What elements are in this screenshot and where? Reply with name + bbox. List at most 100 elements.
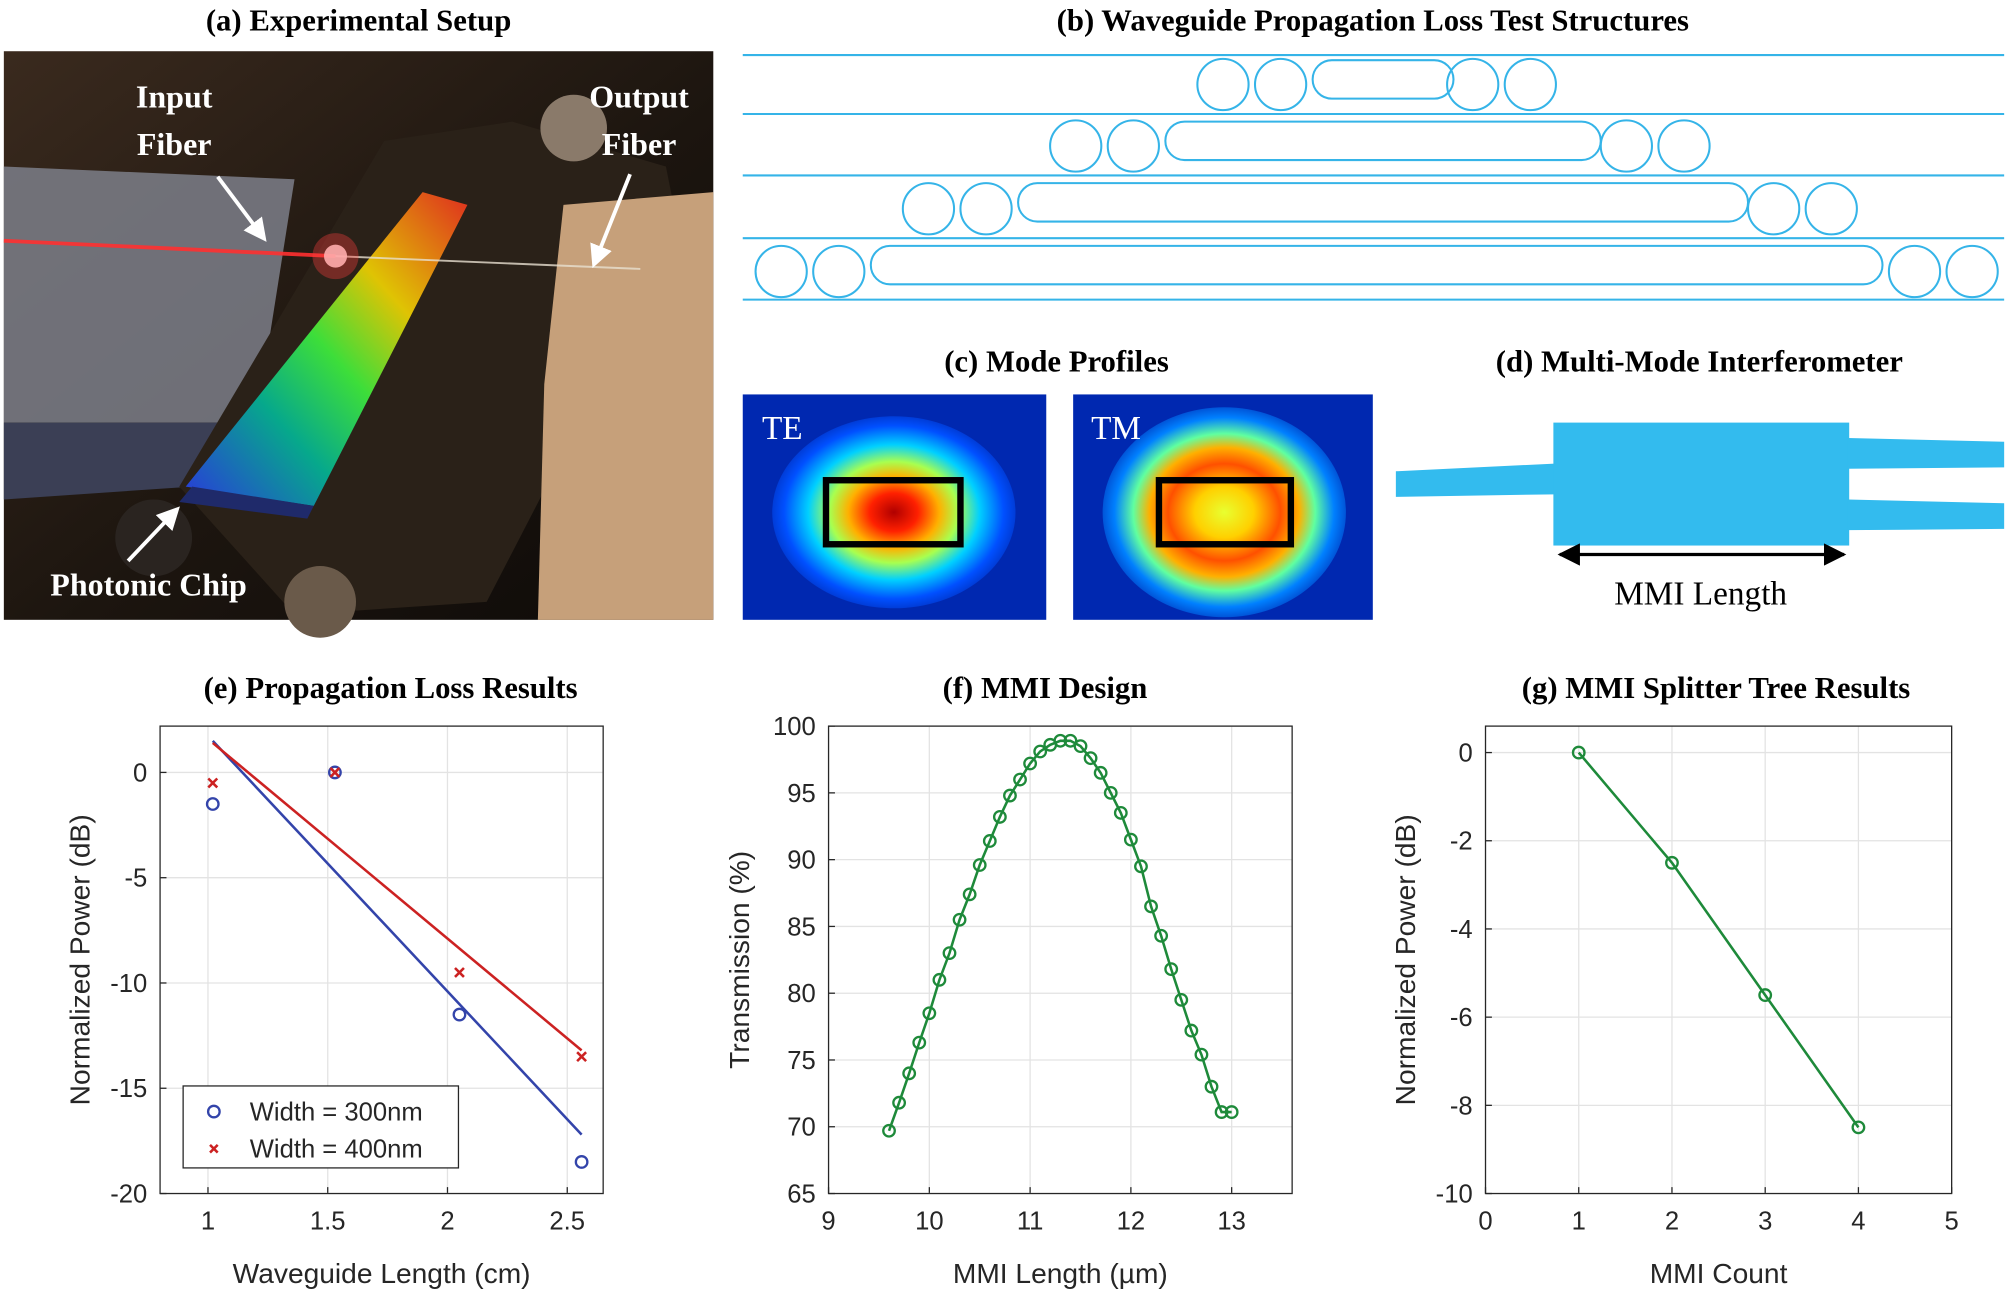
series-line [887,739,1232,1132]
data-point [329,767,341,778]
plot-frame [827,725,1293,1195]
data-point [1003,788,1017,803]
data-point [982,834,997,848]
x-tick-label: 5 [1945,1207,1959,1235]
data-point [1174,992,1189,1007]
data-point [912,1035,927,1050]
data-point [962,887,977,902]
x-axis-label: MMI Length (µm) [953,1257,1168,1289]
legend-marker-x [209,1143,219,1154]
plot-frame [1484,725,1953,1195]
y-tick-label: -10 [110,970,147,998]
x-tick-label: 10 [915,1207,944,1235]
data-point [1184,1023,1199,1038]
data-point [1144,899,1158,914]
x-tick-label: 3 [1758,1207,1772,1235]
x-tick-label: 2 [440,1207,454,1235]
output-fiber-label-line2: Fiber [602,126,677,162]
data-point [1154,928,1169,943]
title-d: (d) Multi-Mode Interferometer [1496,344,1903,378]
y-tick-label: 85 [787,913,815,941]
data-point [952,912,967,927]
x-axis-label: Waveguide Length (cm) [233,1257,531,1289]
title-a: (a) Experimental Setup [206,4,511,38]
x-tick-label: 1 [1572,1207,1586,1235]
data-point [1083,751,1098,766]
te-label: TE [762,410,803,447]
data-point [452,1007,467,1022]
y-tick-label: -6 [1450,1004,1473,1032]
legend-marker-o [206,1104,221,1119]
data-point [1093,765,1108,780]
legend-entry: Width = 400nm [250,1136,423,1164]
data-point [1214,1105,1229,1119]
fit-line [211,741,583,1052]
input-fiber-arrow [216,175,267,242]
chart-mmi-splitter-tree: (g) MMI Splitter Tree Results 0 1 2 3 4 5 0 -2 -4… [1389,671,1959,1289]
data-point [1571,745,1586,760]
y-tick-label: 0 [133,759,147,787]
data-point [1073,739,1088,754]
data-point [902,1066,917,1081]
x-tick-label: 11 [1017,1207,1044,1235]
x-axis-label: MMI Count [1650,1257,1788,1289]
y-tick-label: 90 [787,847,815,875]
output-fiber-arrow [590,173,632,269]
output-fiber-label-line1: Output [589,79,689,115]
y-tick-label: -5 [124,865,147,893]
mmi-diagram [1395,422,2005,546]
data-point [328,765,342,780]
mmi-length-label: MMI Length [1614,575,1787,612]
y-tick-label: -15 [110,1075,147,1103]
y-axis-label: Normalized Power (dB) [64,814,96,1105]
legend-entry: Width = 300nm [250,1099,423,1127]
data-point [574,1155,589,1169]
data-point [932,972,947,987]
y-tick-label: 80 [787,980,815,1008]
data-point [1113,805,1128,820]
data-point [1013,772,1027,787]
x-tick-label: 2.5 [549,1207,585,1235]
fit-line [211,739,583,1136]
tm-label: TM [1091,410,1141,447]
data-point [1851,1120,1866,1135]
data-point [1134,859,1148,874]
tm-mode-profile [1073,394,1373,620]
data-point [1194,1047,1209,1062]
chart-propagation-loss: (e) Propagation Loss Results 1 1.5 2 2.5 0 -5 -… [64,671,604,1289]
x-tick-label: 1 [201,1207,215,1235]
data-point [1053,733,1068,748]
photonic-chip-arrow [126,506,180,563]
data-point [207,777,219,789]
y-tick-label: 100 [773,713,816,741]
input-fiber-label-line2: Fiber [137,126,212,162]
data-point [1665,855,1679,870]
y-axis-label: Normalized Power (dB) [1389,814,1421,1105]
y-tick-label: -8 [1450,1092,1473,1120]
te-mode-profile [742,394,1047,620]
data-point [1023,756,1038,771]
y-tick-label: 95 [787,780,815,808]
data-point [1123,832,1138,847]
data-point [1224,1105,1239,1119]
legend: Width = 300nm Width = 400nm [182,1085,460,1169]
data-point [992,810,1007,824]
chart-title: (g) MMI Splitter Tree Results [1522,671,1911,705]
y-tick-label: 70 [787,1114,815,1142]
data-point [1164,962,1179,977]
data-point [972,858,987,872]
y-tick-label: 75 [787,1047,815,1075]
legend-box [182,1085,460,1169]
chart-mmi-design: (f) MMI Design 9 10 11 12 13 65 70 75 80 85 90 95 100… [723,671,1293,1289]
y-tick-label: -4 [1450,916,1473,944]
plot-frame [159,725,604,1195]
x-tick-label: 1.5 [310,1207,346,1235]
y-tick-label: 0 [1458,740,1472,768]
waveguide-structures-diagram [742,54,2005,301]
data-point [1033,744,1048,759]
data-point [576,1051,587,1063]
series-line [1577,751,1860,1129]
x-tick-label: 4 [1851,1207,1865,1235]
data-point [942,946,957,961]
data-point [1758,988,1773,1003]
